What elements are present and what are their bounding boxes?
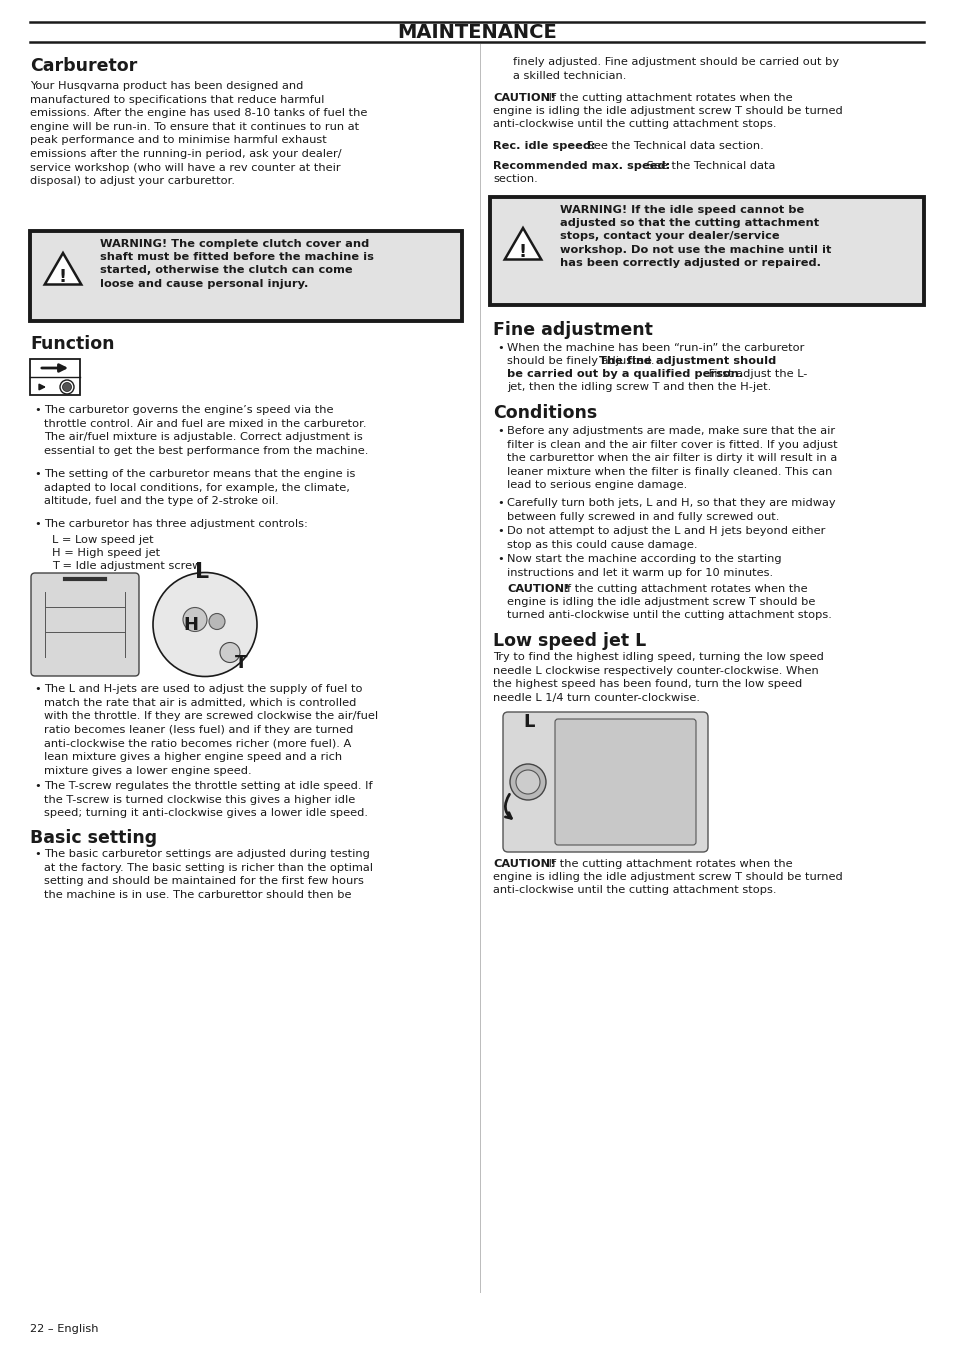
Circle shape — [516, 771, 539, 794]
Text: MAINTENANCE: MAINTENANCE — [396, 23, 557, 42]
Text: First adjust the L-: First adjust the L- — [704, 369, 806, 379]
Circle shape — [220, 642, 240, 662]
Text: WARNING! If the idle speed cannot be
adjusted so that the cutting attachment
sto: WARNING! If the idle speed cannot be adj… — [559, 206, 830, 268]
Text: Carefully turn both jets, L and H, so that they are midway
between fully screwed: Carefully turn both jets, L and H, so th… — [506, 498, 835, 522]
Text: anti-clockwise until the cutting attachment stops.: anti-clockwise until the cutting attachm… — [493, 119, 776, 128]
Text: When the machine has been “run-in” the carburetor: When the machine has been “run-in” the c… — [506, 343, 803, 353]
Text: The basic carburetor settings are adjusted during testing
at the factory. The ba: The basic carburetor settings are adjust… — [44, 849, 373, 900]
Circle shape — [63, 383, 71, 392]
Text: WARNING! The complete clutch cover and
shaft must be fitted before the machine i: WARNING! The complete clutch cover and s… — [100, 239, 374, 288]
Text: engine is idling the idle adjustment screw T should be turned: engine is idling the idle adjustment scr… — [493, 105, 841, 116]
Polygon shape — [45, 253, 81, 284]
Text: •: • — [34, 684, 41, 694]
FancyBboxPatch shape — [30, 573, 139, 676]
Text: 22 – English: 22 – English — [30, 1324, 98, 1334]
Text: T: T — [234, 654, 247, 672]
Circle shape — [183, 607, 207, 631]
Text: L: L — [522, 713, 534, 731]
Circle shape — [60, 380, 74, 393]
FancyBboxPatch shape — [502, 713, 707, 852]
Text: finely adjusted. Fine adjustment should be carried out by
a skilled technician.: finely adjusted. Fine adjustment should … — [513, 57, 839, 81]
Text: Rec. idle speed:: Rec. idle speed: — [493, 141, 595, 151]
Text: jet, then the idling screw T and then the H-jet.: jet, then the idling screw T and then th… — [506, 383, 770, 392]
Text: If the cutting attachment rotates when the: If the cutting attachment rotates when t… — [559, 584, 807, 594]
Text: See the Technical data section.: See the Technical data section. — [582, 141, 763, 151]
Text: T = Idle adjustment screw: T = Idle adjustment screw — [52, 561, 201, 571]
Text: Low speed jet L: Low speed jet L — [493, 631, 645, 650]
Text: •: • — [497, 554, 503, 564]
Text: engine is idling the idle adjustment screw T should be turned: engine is idling the idle adjustment scr… — [493, 872, 841, 882]
FancyBboxPatch shape — [30, 231, 461, 320]
Text: turned anti-clockwise until the cutting attachment stops.: turned anti-clockwise until the cutting … — [506, 610, 831, 621]
Circle shape — [152, 572, 256, 676]
Text: Carburetor: Carburetor — [30, 57, 137, 74]
FancyBboxPatch shape — [555, 719, 696, 845]
Text: Do not attempt to adjust the L and H jets beyond either
stop as this could cause: Do not attempt to adjust the L and H jet… — [506, 526, 824, 550]
Circle shape — [510, 764, 545, 800]
Text: The carburetor governs the engine’s speed via the
throttle control. Air and fuel: The carburetor governs the engine’s spee… — [44, 406, 368, 456]
Text: H = High speed jet: H = High speed jet — [52, 548, 160, 558]
Text: section.: section. — [493, 174, 537, 184]
Text: •: • — [34, 406, 41, 415]
Circle shape — [209, 614, 225, 630]
Text: •: • — [34, 781, 41, 791]
Text: •: • — [34, 469, 41, 479]
Text: If the cutting attachment rotates when the: If the cutting attachment rotates when t… — [544, 93, 792, 103]
Text: The L and H-jets are used to adjust the supply of fuel to
match the rate that ai: The L and H-jets are used to adjust the … — [44, 684, 377, 776]
Text: CAUTION!: CAUTION! — [493, 859, 555, 869]
Text: •: • — [34, 519, 41, 529]
Text: Your Husqvarna product has been designed and
manufactured to specifications that: Your Husqvarna product has been designed… — [30, 81, 367, 187]
Text: CAUTION!: CAUTION! — [493, 93, 555, 103]
Text: •: • — [497, 343, 503, 353]
Polygon shape — [504, 228, 540, 260]
Text: CAUTION!: CAUTION! — [506, 584, 569, 594]
Text: The T-screw regulates the throttle setting at idle speed. If
the T-screw is turn: The T-screw regulates the throttle setti… — [44, 781, 373, 818]
Text: •: • — [497, 426, 503, 435]
Text: Try to find the highest idling speed, turning the low speed
needle L clockwise r: Try to find the highest idling speed, tu… — [493, 652, 823, 703]
Text: should be finely adjusted.: should be finely adjusted. — [506, 356, 658, 366]
Text: Recommended max. speed:: Recommended max. speed: — [493, 161, 670, 170]
Text: be carried out by a qualified person.: be carried out by a qualified person. — [506, 369, 742, 379]
Text: Before any adjustments are made, make sure that the air
filter is clean and the : Before any adjustments are made, make su… — [506, 426, 837, 491]
Text: Function: Function — [30, 335, 114, 353]
Text: The fine adjustment should: The fine adjustment should — [598, 356, 776, 366]
Text: If the cutting attachment rotates when the: If the cutting attachment rotates when t… — [544, 859, 792, 869]
Text: anti-clockwise until the cutting attachment stops.: anti-clockwise until the cutting attachm… — [493, 886, 776, 895]
FancyBboxPatch shape — [30, 360, 80, 395]
Text: See the Technical data: See the Technical data — [642, 161, 775, 170]
Text: The carburetor has three adjustment controls:: The carburetor has three adjustment cont… — [44, 519, 308, 529]
Text: !: ! — [59, 268, 67, 287]
FancyBboxPatch shape — [490, 197, 923, 306]
Text: Conditions: Conditions — [493, 404, 597, 422]
Text: •: • — [34, 849, 41, 859]
Text: L = Low speed jet: L = Low speed jet — [52, 535, 153, 545]
Text: !: ! — [518, 243, 526, 261]
Text: Now start the machine according to the starting
instructions and let it warm up : Now start the machine according to the s… — [506, 554, 781, 577]
Text: Basic setting: Basic setting — [30, 829, 157, 846]
Text: •: • — [497, 526, 503, 535]
Text: •: • — [497, 498, 503, 508]
Text: engine is idling the idle adjustment screw T should be: engine is idling the idle adjustment scr… — [506, 598, 815, 607]
Text: H: H — [183, 617, 198, 634]
Text: L: L — [194, 562, 209, 583]
Text: The setting of the carburetor means that the engine is
adapted to local conditio: The setting of the carburetor means that… — [44, 469, 355, 506]
Text: Fine adjustment: Fine adjustment — [493, 320, 652, 339]
